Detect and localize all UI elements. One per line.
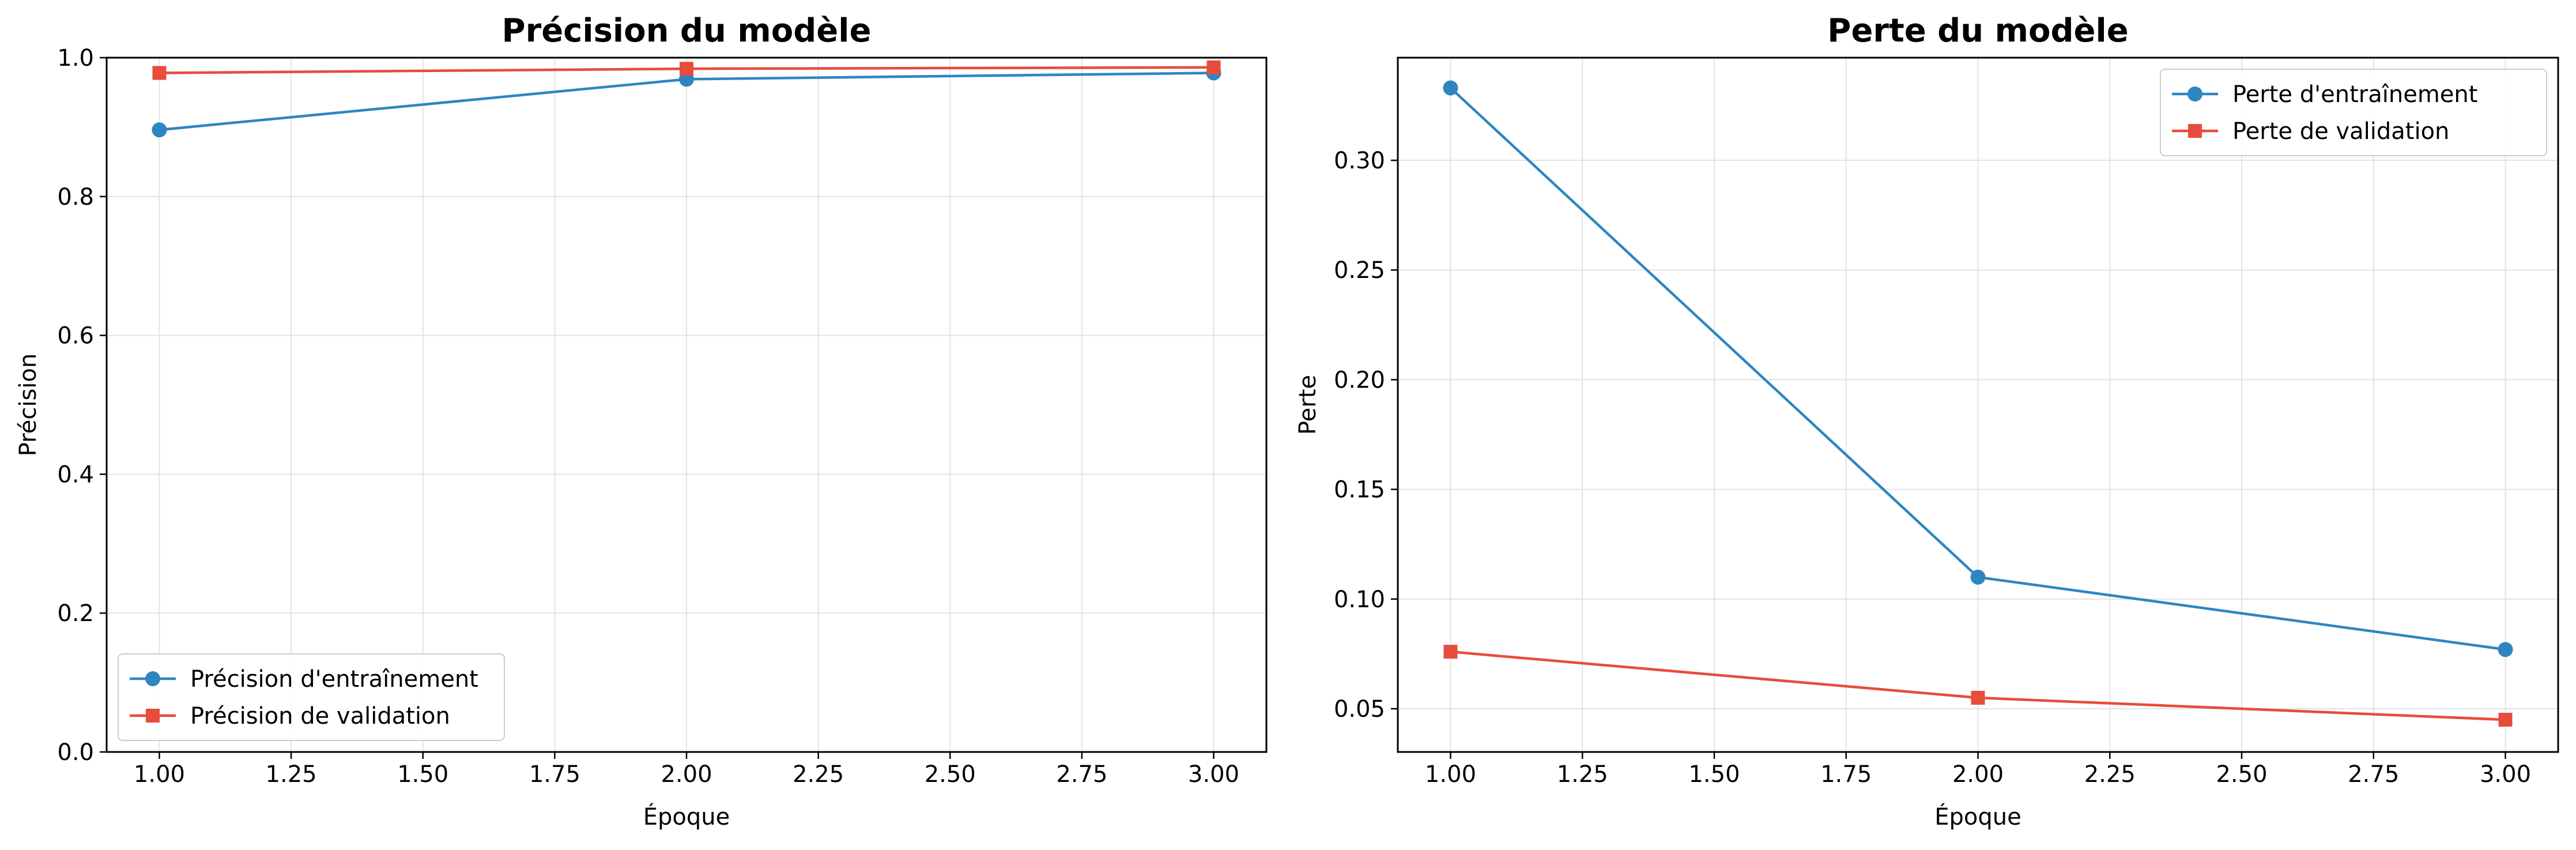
x-tick-label: 2.75 — [1056, 761, 1107, 788]
x-tick-label: 2.75 — [2348, 761, 2399, 788]
x-tick-label: 2.25 — [793, 761, 844, 788]
y-tick-label: 0.05 — [1334, 696, 1385, 723]
x-tick-label: 1.00 — [134, 761, 185, 788]
legend-box — [118, 653, 505, 741]
x-tick-label: 2.00 — [661, 761, 712, 788]
data-point-circle — [1443, 80, 1458, 96]
x-tick-label: 3.00 — [1188, 761, 1239, 788]
y-tick-label: 0.2 — [57, 600, 94, 627]
y-tick-label: 0.0 — [57, 739, 94, 766]
x-tick-label: 2.50 — [2216, 761, 2267, 788]
data-point-square — [152, 66, 167, 80]
legend-marker-circle — [2187, 86, 2202, 101]
y-tick-label: 0.8 — [57, 184, 94, 210]
y-tick-label: 0.15 — [1334, 477, 1385, 503]
legend-label: Perte d'entraînement — [2232, 81, 2477, 108]
x-tick-label: 1.25 — [266, 761, 317, 788]
chart-title: Précision du modèle — [502, 12, 872, 50]
y-tick-label: 0.6 — [57, 323, 94, 349]
y-tick-label: 0.25 — [1334, 257, 1385, 284]
y-axis-label: Perte — [1295, 375, 1321, 435]
y-tick-label: 0.4 — [57, 461, 94, 488]
x-tick-label: 1.75 — [529, 761, 580, 788]
chart-panel-1: 1.00 1.25 1.50 1.75 2.00 2.25 2.50 2.75 3.00 0.0 0… — [15, 12, 1268, 830]
data-point-square — [2498, 713, 2513, 727]
y-tick-label: 0.30 — [1334, 148, 1385, 174]
x-axis-label: Époque — [1934, 803, 2021, 830]
data-point-square — [1206, 60, 1221, 74]
x-tick-label: 3.00 — [2480, 761, 2531, 788]
legend: Perte d'entraînement Perte de validation — [2160, 69, 2547, 156]
x-tick-label: 2.25 — [2084, 761, 2136, 788]
y-tick-label: 0.20 — [1334, 367, 1385, 393]
x-tick-label: 1.25 — [1557, 761, 1608, 788]
legend-box — [2160, 69, 2547, 156]
legend-marker-square — [146, 709, 160, 723]
series-validation — [152, 60, 1221, 80]
series-validation — [1443, 645, 2513, 727]
data-point-circle — [152, 122, 167, 138]
series-training — [1443, 80, 2513, 657]
grid-lines — [107, 57, 1266, 753]
x-tick-label: 2.50 — [925, 761, 976, 788]
legend: Précision d'entraînement Précision de val… — [118, 653, 505, 741]
x-tick-label: 2.00 — [1952, 761, 2004, 788]
x-tick-label: 1.50 — [1688, 761, 1740, 788]
data-point-square — [1971, 691, 1985, 705]
legend-label: Précision d'entraînement — [190, 666, 478, 693]
legend-marker-square — [2188, 124, 2202, 138]
x-tick-label: 1.75 — [1820, 761, 1872, 788]
data-point-square — [1443, 645, 1458, 659]
chart-title: Perte du modèle — [1827, 12, 2128, 50]
data-point-circle — [2498, 642, 2513, 657]
chart-panel-2: 1.00 1.25 1.50 1.75 2.00 2.25 2.50 2.75 3.00 0.05… — [1295, 12, 2559, 830]
legend-label: Perte de validation — [2232, 118, 2449, 145]
x-tick-label: 1.50 — [397, 761, 448, 788]
legend-marker-circle — [145, 671, 160, 686]
data-point-square — [680, 62, 693, 76]
y-axis-label: Précision — [15, 353, 42, 456]
y-tick-label: 0.10 — [1334, 586, 1385, 613]
legend-label: Précision de validation — [190, 703, 450, 729]
x-axis-label: Époque — [643, 803, 730, 830]
grid-lines — [1398, 58, 2558, 752]
x-tick-label: 1.00 — [1425, 761, 1476, 788]
data-point-circle — [1970, 569, 1986, 585]
y-tick-label: 1.0 — [57, 45, 94, 72]
